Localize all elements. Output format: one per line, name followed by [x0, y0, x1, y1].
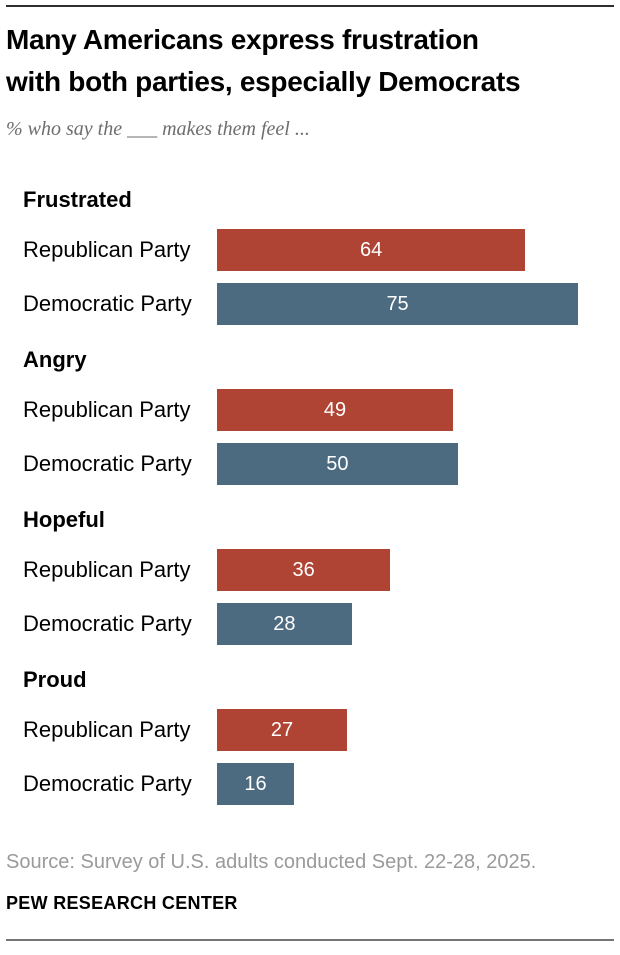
bar-value-label: 28 [273, 612, 296, 635]
bar-democratic-party: 50 [217, 443, 458, 485]
bar-democratic-party: 16 [217, 763, 295, 805]
bar-group: Frustrated Republican Party 64 Democratic P… [6, 187, 614, 325]
bottom-divider [6, 939, 614, 941]
category-label: Democratic Party [23, 451, 192, 476]
bar-democratic-party: 28 [217, 603, 352, 645]
group-label: Angry [23, 347, 87, 372]
bar-row: Republican Party 36 [6, 549, 614, 591]
page-title-line-1: Many Americans express frustration [6, 24, 479, 55]
bar-row: Democratic Party 50 [6, 443, 614, 485]
bar-republican-party: 64 [217, 229, 526, 271]
grouped-bar-chart: Frustrated Republican Party 64 Democratic P… [6, 187, 614, 805]
bar-group: Hopeful Republican Party 36 Democratic Part… [6, 507, 614, 645]
bar-value-label: 16 [244, 772, 267, 795]
source-note: Source: Survey of U.S. adults conducted … [6, 851, 537, 873]
chart-card: Many Americans express frustration with b… [0, 5, 620, 941]
bar-row: Democratic Party 16 [6, 763, 614, 805]
category-label: Republican Party [23, 717, 191, 742]
bar-group: Angry Republican Party 49 Democratic Party 5… [6, 347, 614, 485]
bar-row: Republican Party 49 [6, 389, 614, 431]
bar-row: Republican Party 64 [6, 229, 614, 271]
bar-value-label: 64 [359, 238, 383, 261]
bar-row: Democratic Party 28 [6, 603, 614, 645]
page-title: Many Americans express frustration with b… [6, 19, 614, 103]
bar-value-label: 75 [386, 292, 409, 315]
category-label: Democratic Party [23, 291, 192, 316]
bar-republican-party: 27 [217, 709, 347, 751]
brand-name: PEW RESEARCH CENTER [6, 893, 238, 913]
chart-subtitle: % who say the ___ makes them feel ... [6, 118, 310, 140]
top-divider [6, 5, 614, 7]
bar-value-label: 50 [326, 452, 349, 475]
bar-row: Democratic Party 75 [6, 283, 614, 325]
page-title-line-2: with both parties, especially Democrats [6, 66, 521, 97]
group-label: Proud [23, 667, 87, 692]
category-label: Republican Party [23, 237, 191, 262]
bar-row: Republican Party 27 [6, 709, 614, 751]
category-label: Republican Party [23, 557, 191, 582]
bar-republican-party: 49 [217, 389, 453, 431]
bar-republican-party: 36 [217, 549, 391, 591]
category-label: Republican Party [23, 397, 191, 422]
bar-value-label: 36 [292, 558, 315, 581]
bar-value-label: 49 [323, 398, 347, 421]
group-label: Frustrated [23, 187, 132, 212]
group-label: Hopeful [23, 507, 105, 532]
bar-group: Proud Republican Party 27 Democratic Party 1… [6, 667, 614, 805]
bar-democratic-party: 75 [217, 283, 579, 325]
category-label: Democratic Party [23, 771, 192, 796]
bar-value-label: 27 [270, 718, 294, 741]
category-label: Democratic Party [23, 611, 192, 636]
